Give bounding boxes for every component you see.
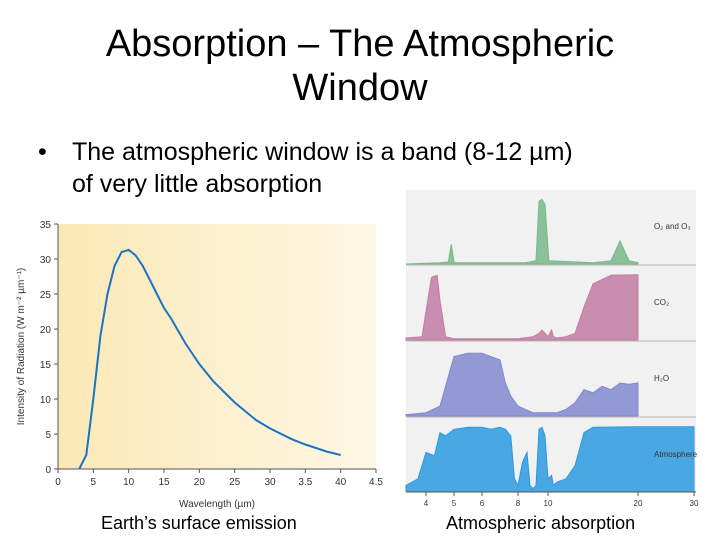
y-tick-label: 35 bbox=[40, 220, 52, 231]
y-axis-label: Intensity of Radiation (W m⁻² µm⁻¹) bbox=[16, 268, 27, 425]
emission-chart: 0 5 10 15 20 25 30 35 0 5 10 15 20 25 30 3.5 40 4.5 Wavele… bbox=[16, 220, 383, 510]
absorption-x-tick-label: 8 bbox=[516, 499, 521, 508]
caption-atmospheric-absorption: Atmospheric absorption bbox=[446, 513, 636, 533]
x-tick-label: 40 bbox=[335, 477, 347, 488]
x-tick-label: 20 bbox=[194, 477, 206, 488]
y-tick-label: 15 bbox=[40, 360, 52, 371]
x-tick-label: 4.5 bbox=[369, 477, 383, 488]
x-tick-label: 10 bbox=[123, 477, 135, 488]
bullet-text: The atmospheric window is a band (8-12 µ… bbox=[72, 136, 702, 200]
emission-curve bbox=[78, 248, 341, 470]
bullet-line2: of very little absorption bbox=[72, 170, 323, 198]
absorption-area-3 bbox=[405, 426, 695, 493]
y-tick-label: 30 bbox=[40, 255, 52, 266]
y-tick-label: 0 bbox=[45, 465, 51, 476]
bullet-line1: The atmospheric window is a band (8-12 µ… bbox=[72, 138, 573, 166]
x-axis-label: Wavelength (µm) bbox=[179, 499, 255, 510]
y-tick-label: 10 bbox=[40, 395, 52, 406]
series-label: O₂ and O₃ bbox=[654, 222, 691, 231]
slide-title: Absorption – The Atmospheric Window bbox=[0, 22, 720, 110]
x-tick-label: 30 bbox=[264, 477, 276, 488]
absorption-x-tick-label: 10 bbox=[544, 499, 553, 508]
x-tick-label: 5 bbox=[91, 477, 97, 488]
absorption-area-2 bbox=[405, 352, 639, 417]
y-tick-label: 5 bbox=[45, 430, 51, 441]
y-tick-label: 25 bbox=[40, 290, 52, 301]
y-tick-label: 20 bbox=[40, 325, 52, 336]
series-label: CO₂ bbox=[654, 298, 669, 307]
absorption-x-tick-label: 4 bbox=[424, 499, 429, 508]
x-tick-label: 0 bbox=[55, 477, 61, 488]
absorption-x-tick-label: 20 bbox=[634, 499, 643, 508]
x-tick-label: 3.5 bbox=[298, 477, 312, 488]
absorption-area-0 bbox=[405, 198, 639, 265]
caption-surface-emission: Earth’s surface emission bbox=[101, 513, 297, 533]
series-label: H₂O bbox=[654, 374, 669, 383]
absorption-chart: O₂ and O₃CO₂H₂OAtmosphere4568102030Wavel… bbox=[405, 190, 699, 508]
absorption-area-1 bbox=[405, 274, 639, 341]
absorption-x-tick-label: 30 bbox=[690, 499, 699, 508]
x-tick-label: 15 bbox=[158, 477, 170, 488]
absorption-x-tick-label: 5 bbox=[452, 499, 457, 508]
x-tick-label: 25 bbox=[229, 477, 241, 488]
slide-title-line1: Absorption – The Atmospheric bbox=[105, 23, 615, 65]
absorption-x-tick-label: 6 bbox=[480, 499, 485, 508]
series-label: Atmosphere bbox=[654, 450, 698, 459]
plot-background bbox=[58, 224, 376, 469]
slide-title-line2: Window bbox=[292, 67, 428, 109]
bullet-icon: • bbox=[38, 138, 47, 166]
